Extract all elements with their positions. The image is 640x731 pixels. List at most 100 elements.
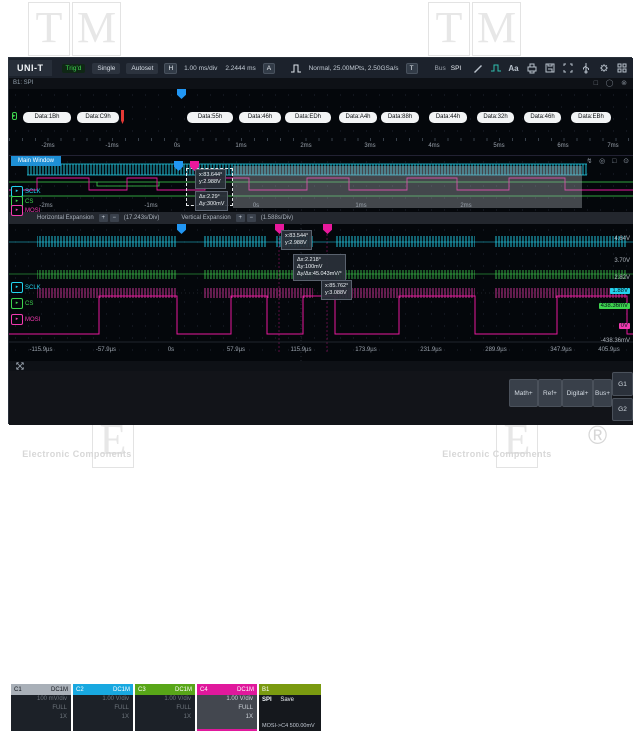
math-add-button[interactable]: Math+	[509, 379, 538, 407]
channel-pod-c1[interactable]: C1 DC1M 100 mV/div FULL 1X	[11, 684, 71, 731]
horizontal-chip[interactable]: H	[164, 62, 178, 74]
decode-data-pill: Data:EDh	[285, 112, 331, 123]
channel-name: C1	[14, 686, 22, 693]
watermark-letter-m: M	[72, 2, 121, 56]
trigger-position-flag[interactable]	[177, 89, 186, 99]
print-icon[interactable]	[524, 62, 539, 74]
time-tick-label: 0s	[167, 347, 175, 353]
acquire-chip[interactable]: A	[262, 62, 276, 74]
trigger-flag[interactable]	[174, 161, 183, 171]
expand-collapse-icon[interactable]	[15, 361, 25, 371]
axis-tick-label: 7ms	[607, 143, 619, 149]
time-tick-label: 115.9µs	[290, 347, 312, 353]
close-icon[interactable]: ⊗	[621, 80, 627, 87]
fullscreen-icon[interactable]	[560, 62, 575, 74]
top-time-axis: -2ms -1ms 0s 1ms 2ms 3ms 4ms 5ms 6ms 7ms	[9, 138, 633, 155]
channel-scale: 1.00 V/div	[164, 696, 191, 702]
channel-pod-c3[interactable]: C3 DC1M 1.00 V/div FULL 1X	[135, 684, 195, 731]
mosi-tag-icon[interactable]: ▸	[11, 205, 23, 216]
delta-readout-tooltip: Δx:2.29° Δy:300mV	[195, 191, 229, 211]
trigger-slope-icon	[288, 62, 303, 74]
target-icon[interactable]: ◎	[599, 158, 606, 165]
ref-add-button[interactable]: Ref+	[538, 379, 562, 407]
watermark-caption: Electronic Components	[22, 449, 132, 459]
v-expand-minus-button[interactable]: −	[246, 214, 256, 222]
registered-mark: ®	[588, 420, 608, 450]
bus-source-tag[interactable]: ▸	[12, 112, 17, 120]
digital-add-button[interactable]: Digital+	[562, 379, 593, 407]
cursor-flag[interactable]	[190, 161, 199, 171]
group-g2-button[interactable]: G2	[612, 398, 633, 421]
autoset-button[interactable]: Autoset	[126, 62, 159, 74]
save-icon[interactable]	[542, 62, 557, 74]
voltage-label: 3.70V	[614, 258, 630, 264]
single-button[interactable]: Single	[92, 62, 121, 74]
measure-icon[interactable]	[488, 62, 503, 74]
channel-scale: 1.00 V/div	[226, 696, 253, 702]
channel-pod-c2[interactable]: C2 DC1M 1.00 V/div FULL 1X	[73, 684, 133, 731]
settings-gear-icon[interactable]	[596, 62, 611, 74]
h-expand-plus-button[interactable]: +	[98, 214, 108, 222]
channel-pod-c4[interactable]: C4 DC1M 1.00 V/div FULL 1X	[197, 684, 257, 731]
zoom-waveforms	[9, 224, 633, 361]
channel-scale: 100 mV/div	[36, 696, 67, 702]
sclk-channel-label: SCLK	[25, 188, 41, 195]
time-tick-label: 173.9µs	[355, 347, 377, 353]
decode-data-pill: Data:32h	[477, 112, 514, 123]
channel-probe: 1X	[245, 714, 253, 720]
time-tick-label: -115.9µs	[29, 347, 53, 353]
restore-icon[interactable]: ◯	[605, 80, 614, 87]
time-tick-label: 231.9µs	[420, 347, 442, 353]
bus-value: SPI	[450, 64, 462, 72]
channel-probe: 1X	[59, 714, 67, 720]
watermark-letter-t: T	[428, 2, 470, 56]
vertical-expansion-label: Vertical Expansion	[181, 215, 231, 221]
v-expand-plus-button[interactable]: +	[235, 214, 245, 222]
axis-tick-label: -1ms	[105, 143, 119, 149]
decode-data-pill: Data:44h	[429, 112, 467, 123]
gear-icon[interactable]: ⊙	[623, 158, 629, 165]
footer-row	[9, 361, 633, 371]
minimize-icon[interactable]: □	[593, 80, 598, 87]
decode-pane: ▸ Data:1Bh Data:C9h Data:55h Data:46h Da…	[9, 89, 633, 138]
trigger-chip[interactable]: T	[405, 62, 418, 74]
cs-channel-label: CS	[25, 198, 34, 205]
group-g1-button[interactable]: G1	[612, 372, 633, 396]
channel-coupling: DC1M	[174, 686, 192, 693]
window-icon[interactable]: □	[612, 158, 617, 165]
h-expand-minus-button[interactable]: −	[109, 214, 119, 222]
cs-tag-icon[interactable]: ▸	[11, 298, 23, 309]
cursor1-flag[interactable]	[275, 224, 284, 234]
cursor2-flag[interactable]	[323, 224, 332, 234]
channel-bandwidth: FULL	[52, 705, 67, 711]
usb-icon[interactable]	[578, 62, 593, 74]
decode-data-pill: Data:1Bh	[23, 112, 71, 123]
axis-tick-label: -2ms	[41, 143, 55, 149]
overview-tick-label: 1ms	[355, 203, 367, 209]
cursor2-tooltip: x:85.762° y:3.088V	[321, 280, 353, 300]
oscilloscope-window: UNI-T Trig'd Single Autoset H 1.00 ms/di…	[8, 57, 633, 731]
sclk-reference-label: 1.88V	[610, 288, 630, 294]
cs-channel-label: CS	[25, 300, 34, 307]
expansion-bar: Horizontal Expansion + − (17.243s/Div) V…	[9, 212, 633, 224]
flash-icon[interactable]: ↯	[586, 158, 593, 165]
sclk-tag-icon[interactable]: ▸	[11, 282, 23, 293]
toolbar: UNI-T Trig'd Single Autoset H 1.00 ms/di…	[9, 58, 633, 78]
overview-pane: Main Window ↯ ◎ □ ⊙ x:83.644° y:2.988V	[9, 155, 633, 216]
main-window-tab[interactable]: Main Window	[11, 156, 62, 166]
mosi-tag-icon[interactable]: ▸	[11, 314, 23, 325]
axis-tick-label: 0s	[173, 143, 181, 149]
bus-add-button[interactable]: Bus+	[593, 379, 612, 407]
annotate-pencil-icon[interactable]	[470, 62, 485, 74]
decode-data-pill: Data:46h	[524, 112, 561, 123]
font-size-icon[interactable]: Aa	[508, 63, 519, 73]
status-bar: C1 DC1M 100 mV/div FULL 1X C2 DC1M 1.00 …	[9, 371, 633, 731]
dimmed-region	[233, 166, 582, 208]
channel-scale: 1.00 V/div	[102, 696, 129, 702]
bus-name: B1	[262, 686, 270, 693]
bus-pod-b1[interactable]: B1 SPI Save MOSI->C4 500.00mV	[259, 684, 321, 731]
apps-grid-icon[interactable]	[614, 62, 629, 74]
trigger-flag[interactable]	[177, 224, 186, 234]
axis-tick-label: 1ms	[235, 143, 247, 149]
horizontal-expansion-value: (17.243s/Div)	[123, 215, 160, 221]
